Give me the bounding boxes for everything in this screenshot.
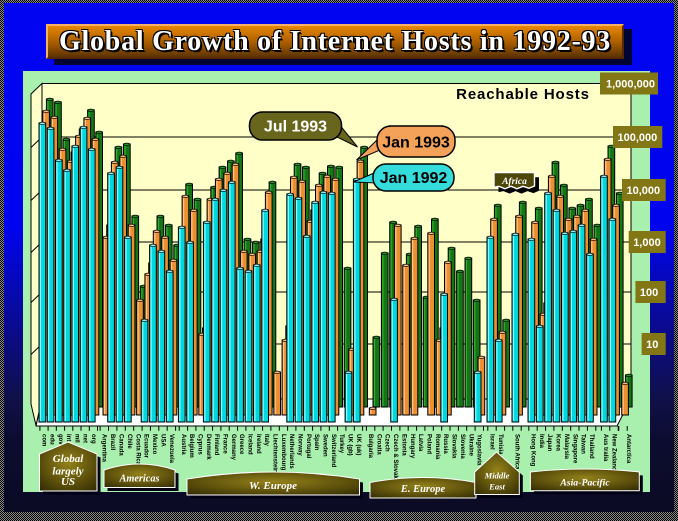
svg-text:US: US — [61, 476, 75, 488]
svg-text:Hong Kong: Hong Kong — [529, 434, 535, 467]
svg-text:10: 10 — [646, 339, 658, 351]
svg-text:Africa: Africa — [501, 177, 527, 187]
svg-text:Italy: Italy — [263, 434, 269, 447]
svg-text:Ecuador: Ecuador — [143, 434, 149, 459]
svg-text:New Zealand: New Zealand — [610, 434, 616, 471]
svg-text:1,000,000: 1,000,000 — [606, 79, 655, 91]
svg-text:Greece: Greece — [238, 434, 244, 455]
svg-text:net: net — [82, 434, 88, 443]
svg-text:Korea: Korea — [555, 434, 561, 452]
svg-text:Norway: Norway — [297, 434, 303, 456]
svg-text:Portugal: Portugal — [305, 434, 311, 459]
svg-text:Switzerland: Switzerland — [330, 434, 336, 468]
svg-text:Taiwan: Taiwan — [580, 434, 586, 454]
svg-text:Iceland: Iceland — [247, 434, 253, 455]
svg-text:Luxembourg: Luxembourg — [280, 434, 286, 471]
svg-text:Bulgaria: Bulgaria — [367, 434, 373, 459]
svg-text:Japan: Japan — [546, 434, 552, 452]
svg-text:edu: edu — [49, 434, 55, 445]
svg-text:Liechtenstein: Liechtenstein — [272, 434, 278, 473]
svg-text:Sweden: Sweden — [322, 434, 328, 457]
svg-text:East: East — [488, 482, 505, 492]
svg-text:E. Europe: E. Europe — [400, 484, 446, 495]
svg-text:100: 100 — [640, 287, 658, 299]
svg-text:Aus tralia: Aus tralia — [602, 434, 608, 462]
svg-text:Asia-Pacific: Asia-Pacific — [559, 478, 610, 489]
svg-text:South Africa: South Africa — [513, 434, 519, 470]
svg-text:Ireland: Ireland — [255, 434, 261, 454]
svg-text:Hungary: Hungary — [409, 434, 415, 459]
svg-text:UK (gb): UK (gb) — [347, 434, 353, 456]
svg-text:mil: mil — [73, 434, 79, 443]
svg-text:Antarctica: Antarctica — [625, 434, 631, 464]
svg-text:Cyprus: Cyprus — [197, 434, 203, 455]
svg-text:Germany: Germany — [230, 434, 236, 461]
svg-text:org: org — [90, 434, 96, 444]
svg-text:Singapore: Singapore — [571, 434, 577, 464]
svg-text:Costa Rica: Costa Rica — [134, 434, 140, 466]
svg-text:Slovenia: Slovenia — [459, 434, 465, 459]
svg-text:Venezuela: Venezuela — [168, 434, 174, 464]
svg-text:Spain: Spain — [313, 434, 319, 451]
svg-text:gov: gov — [57, 434, 63, 445]
svg-text:Slovakia: Slovakia — [451, 434, 457, 459]
svg-text:Austria: Austria — [180, 434, 186, 455]
svg-text:10,000: 10,000 — [627, 185, 661, 197]
svg-text:Jul 1993: Jul 1993 — [264, 119, 327, 136]
svg-text:W. Europe: W. Europe — [249, 480, 297, 492]
svg-text:Americas: Americas — [118, 474, 159, 485]
svg-text:USA: USA — [159, 434, 165, 447]
svg-text:Israel: Israel — [488, 434, 494, 450]
svg-text:Netherlands: Netherlands — [288, 434, 294, 469]
svg-text:largely: largely — [52, 466, 83, 478]
svg-text:Malaysia: Malaysia — [563, 434, 569, 460]
svg-text:Brazil: Brazil — [109, 434, 115, 451]
svg-text:Croatia: Croatia — [375, 434, 381, 455]
svg-text:int: int — [65, 434, 71, 441]
svg-text:Denmark: Denmark — [205, 434, 211, 460]
svg-text:100,000: 100,000 — [618, 132, 658, 144]
svg-text:Reachable Hosts: Reachable Hosts — [456, 86, 590, 103]
svg-text:Turkey: Turkey — [338, 434, 344, 454]
svg-text:Global: Global — [53, 453, 85, 465]
svg-text:Jan 1993: Jan 1993 — [382, 135, 450, 152]
svg-text:Romania: Romania — [434, 434, 440, 460]
svg-text:Belgium: Belgium — [188, 434, 194, 458]
svg-text:Czech & Slovak: Czech & Slovak — [392, 434, 398, 479]
svg-text:Jan 1992: Jan 1992 — [380, 170, 448, 187]
svg-text:France: France — [222, 434, 228, 454]
svg-text:Estonia: Estonia — [400, 434, 406, 456]
svg-text:Argentina: Argentina — [101, 434, 107, 463]
svg-text:Latvia: Latvia — [417, 434, 423, 452]
svg-text:Russia: Russia — [442, 434, 448, 454]
svg-text:Thailand: Thailand — [588, 434, 594, 459]
svg-text:Tunisia: Tunisia — [497, 434, 503, 455]
svg-text:Chile: Chile — [126, 434, 132, 449]
svg-text:Middle: Middle — [484, 471, 510, 481]
svg-text:com: com — [40, 434, 46, 446]
svg-text:Poland: Poland — [426, 434, 432, 454]
svg-text:1,000: 1,000 — [633, 237, 661, 249]
svg-text:Finland: Finland — [213, 434, 219, 456]
svg-text:UK (uk): UK (uk) — [355, 434, 361, 455]
svg-text:Canada: Canada — [118, 434, 124, 456]
svg-text:Ukraine: Ukraine — [467, 434, 473, 457]
svg-text:Mexico: Mexico — [151, 434, 157, 455]
svg-text:Yugoslavia: Yugoslavia — [476, 434, 482, 466]
svg-text:Czech: Czech — [384, 434, 390, 452]
svg-text:India: India — [538, 434, 544, 449]
